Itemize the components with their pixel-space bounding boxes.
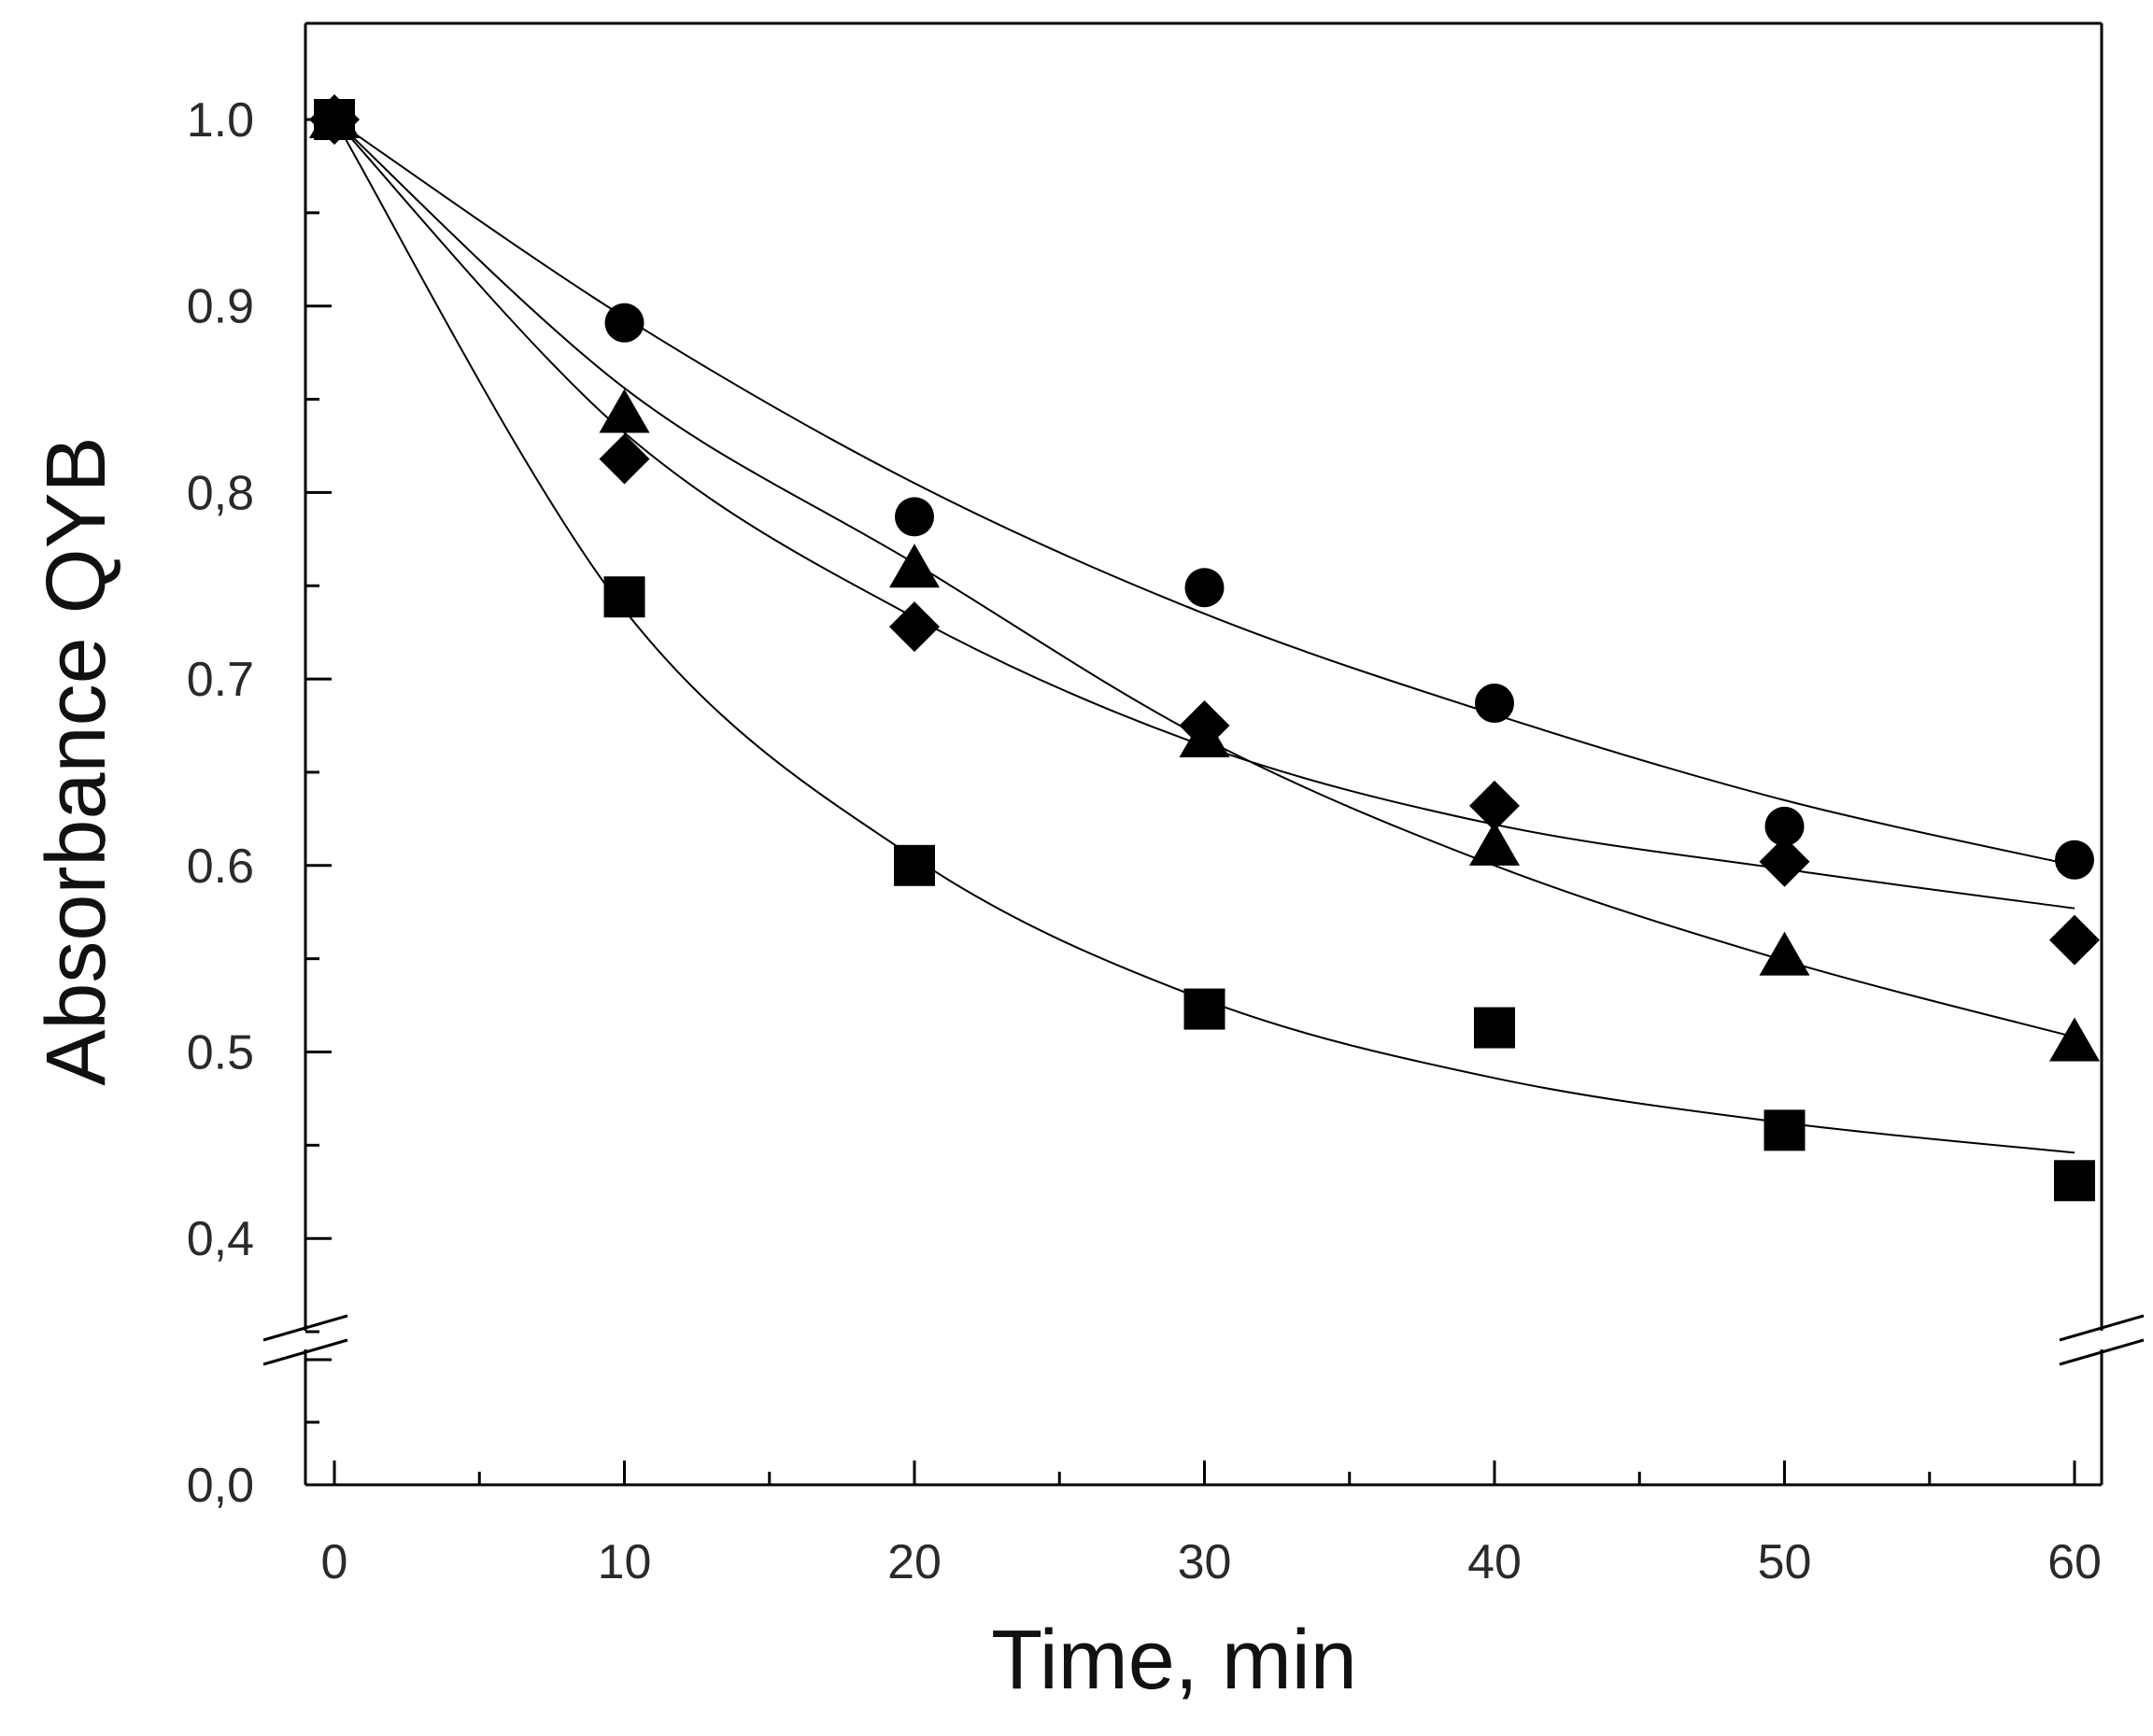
data-point-square	[1474, 1007, 1515, 1049]
data-point-diamond	[2049, 914, 2100, 966]
plot-frame	[262, 21, 2145, 1487]
x-tick-label: 50	[1758, 1535, 1812, 1589]
y-tick-label: 0.9	[187, 280, 254, 334]
data-point-triangle	[1759, 931, 1810, 976]
data-point-square	[1763, 1109, 1806, 1151]
y-tick-label: 1.0	[187, 93, 254, 148]
data-point-circle	[2055, 840, 2094, 880]
data-point-triangle	[889, 543, 940, 588]
tick-labels: 0 10 20 30 40 50 60 0,4 0.5 0.6 0.7 0,8 0.9 1.0 0,0	[187, 93, 2102, 1589]
data-point-triangle	[1469, 821, 1520, 866]
data-point-circle	[604, 303, 644, 343]
x-tick-label: 10	[598, 1535, 652, 1589]
data-point-circle	[895, 497, 934, 537]
data-point-triangle	[2049, 1017, 2100, 1062]
data-point-diamond	[1759, 836, 1810, 887]
axis-break-mark-right	[2059, 1314, 2145, 1342]
x-axis-title: Time, min	[991, 1614, 1357, 1707]
data-point-square	[1183, 988, 1225, 1030]
y-tick-label: 0.6	[187, 840, 254, 894]
axis-break-mark-left	[262, 1314, 348, 1342]
y-tick-label: 0,4	[187, 1212, 254, 1266]
axis-break-mark-left	[262, 1338, 348, 1366]
data-point-circle	[1475, 684, 1514, 724]
y-tick-label: 0,8	[187, 466, 254, 520]
data-point-triangle	[599, 388, 650, 433]
data-point-square	[894, 844, 935, 886]
x-tick-label: 40	[1467, 1535, 1522, 1589]
data-point-square	[2054, 1160, 2095, 1202]
x-tick-label: 20	[887, 1535, 942, 1589]
data-markers	[309, 94, 2100, 1202]
x-tick-label: 60	[2047, 1535, 2102, 1589]
y-tick-label: 0,0	[187, 1459, 254, 1513]
axis-break-mark-right	[2059, 1338, 2145, 1366]
y-axis-title: Absorbance QYB	[30, 436, 123, 1085]
axis-ticks	[305, 118, 2076, 1487]
data-point-diamond	[599, 433, 650, 485]
y-tick-label: 0.7	[187, 653, 254, 707]
x-tick-label: 30	[1178, 1535, 1232, 1589]
data-point-circle	[1764, 806, 1805, 846]
data-point-circle	[1184, 568, 1225, 608]
x-tick-label: 0	[321, 1535, 348, 1589]
data-point-diamond	[1179, 700, 1230, 752]
data-point-square	[603, 576, 645, 618]
data-point-diamond	[889, 601, 940, 653]
data-point-diamond	[1469, 780, 1520, 831]
y-tick-label: 0.5	[187, 1026, 254, 1080]
